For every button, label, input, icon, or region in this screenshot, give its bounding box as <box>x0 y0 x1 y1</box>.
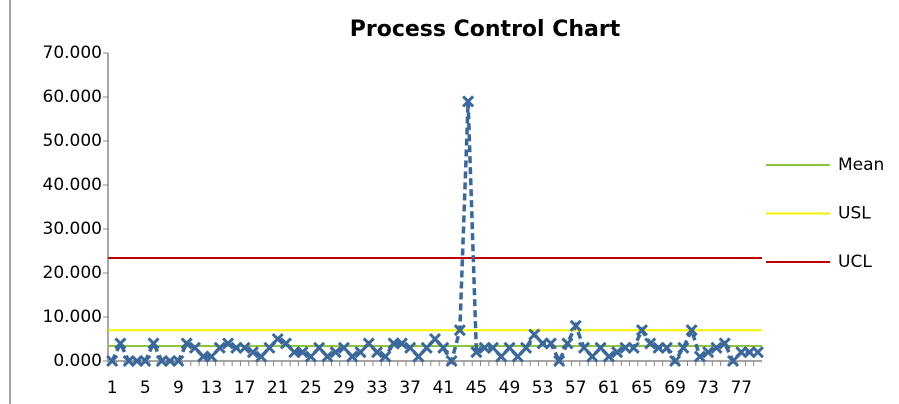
data-marker <box>445 354 458 368</box>
data-marker <box>503 341 516 354</box>
x-tick-label: 25 <box>300 378 322 398</box>
data-marker <box>577 341 591 354</box>
x-tick-label: 33 <box>366 378 388 398</box>
data-marker <box>147 337 160 350</box>
data-marker <box>520 341 533 354</box>
x-tick-label: 53 <box>532 378 554 398</box>
data-marker <box>553 354 566 368</box>
data-marker <box>685 324 698 337</box>
data-marker <box>718 337 731 350</box>
x-tick-label: 29 <box>333 378 355 398</box>
data-marker <box>486 341 500 354</box>
data-marker <box>594 341 607 354</box>
data-marker <box>263 341 276 354</box>
data-marker <box>528 328 541 341</box>
data-marker <box>329 346 342 359</box>
x-tick-label: 61 <box>598 378 620 398</box>
x-tick-label: 49 <box>499 378 521 398</box>
data-marker <box>627 341 640 354</box>
data-marker <box>635 324 649 337</box>
data-marker <box>172 354 185 368</box>
x-tick-label: 37 <box>399 378 421 398</box>
data-marker <box>602 350 615 363</box>
data-marker <box>412 350 425 363</box>
data-marker <box>404 341 417 354</box>
data-marker <box>470 346 483 359</box>
chart-title: Process Control Chart <box>350 17 621 42</box>
data-marker <box>462 95 475 108</box>
data-marker <box>495 350 508 363</box>
data-marker <box>370 346 384 359</box>
legend-label: Mean <box>838 155 884 175</box>
data-marker <box>213 341 226 354</box>
data-marker <box>660 341 673 354</box>
x-tick-label: 1 <box>107 378 118 398</box>
data-marker <box>669 354 682 368</box>
data-marker <box>569 319 582 332</box>
data-marker <box>279 337 293 350</box>
data-marker <box>511 350 524 363</box>
data-marker <box>313 341 326 354</box>
legend-label: USL <box>838 204 871 224</box>
data-marker <box>255 350 268 363</box>
data-marker <box>544 337 557 350</box>
data-marker <box>362 337 375 350</box>
x-tick-label: 57 <box>565 378 587 398</box>
x-tick-label: 45 <box>466 378 488 398</box>
data-marker <box>428 332 442 346</box>
y-tick-label: 20.000 <box>43 263 102 283</box>
data-marker <box>221 337 235 350</box>
data-marker <box>337 341 350 354</box>
data-marker <box>139 354 152 368</box>
x-tick-label: 77 <box>730 378 752 398</box>
data-marker <box>395 337 408 350</box>
x-tick-label: 9 <box>173 378 184 398</box>
x-tick-label: 69 <box>664 378 686 398</box>
y-tick-label: 30.000 <box>43 219 102 239</box>
data-marker <box>114 337 127 350</box>
data-marker <box>296 346 309 359</box>
y-tick-label: 0.000 <box>53 351 102 371</box>
data-marker <box>205 350 218 363</box>
x-tick-label: 41 <box>432 378 454 398</box>
data-marker <box>561 337 574 350</box>
data-marker <box>693 350 706 363</box>
data-marker <box>379 350 392 363</box>
data-marker <box>437 341 450 354</box>
data-marker <box>710 341 723 354</box>
data-marker <box>321 350 334 363</box>
x-tick-label: 73 <box>697 378 719 398</box>
data-marker <box>726 354 740 368</box>
data-marker <box>420 341 433 354</box>
data-marker <box>304 350 317 363</box>
data-line <box>110 101 758 366</box>
y-tick-label: 70.000 <box>43 43 102 63</box>
y-tick-label: 50.000 <box>43 131 102 151</box>
data-marker <box>611 346 624 359</box>
y-tick-label: 10.000 <box>43 307 102 327</box>
data-marker <box>346 350 359 363</box>
data-marker <box>644 337 657 350</box>
x-tick-label: 17 <box>234 378 256 398</box>
y-tick-label: 60.000 <box>43 87 102 107</box>
data-marker <box>702 346 715 359</box>
x-tick-label: 65 <box>631 378 653 398</box>
x-tick-label: 13 <box>201 378 223 398</box>
data-marker <box>751 346 764 359</box>
legend-label: UCL <box>838 252 872 272</box>
data-marker <box>188 341 201 354</box>
data-marker <box>677 341 690 354</box>
data-marker <box>238 341 251 354</box>
data-marker <box>453 324 466 337</box>
data-marker <box>271 332 284 346</box>
data-marker <box>354 346 367 359</box>
data-marker <box>246 346 259 359</box>
x-tick-label: 21 <box>267 378 289 398</box>
data-marker <box>106 354 119 368</box>
data-marker <box>180 337 193 350</box>
x-tick-label: 5 <box>140 378 151 398</box>
data-marker <box>586 350 599 363</box>
y-tick-label: 40.000 <box>43 175 102 195</box>
